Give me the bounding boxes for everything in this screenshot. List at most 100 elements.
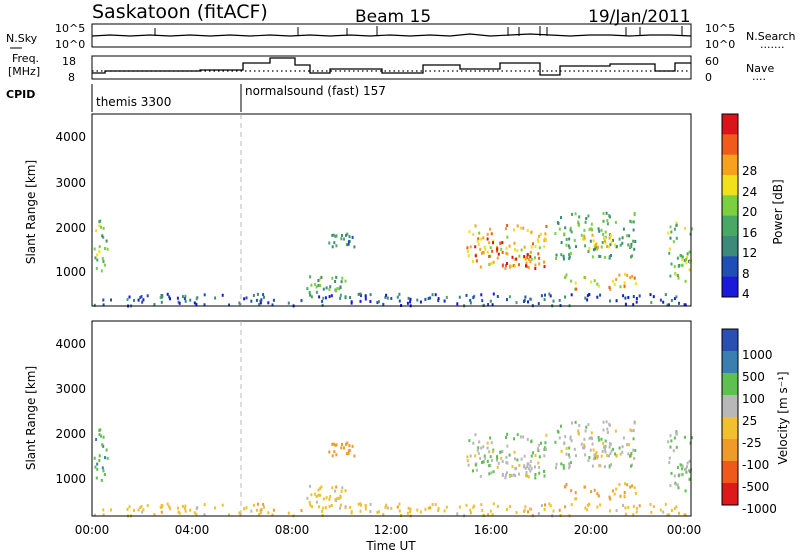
velocity-scatter-cell <box>443 509 446 513</box>
power-scatter-cell <box>622 227 625 231</box>
velocity-scatter-cell <box>195 512 198 516</box>
velocity-scatter-cell <box>628 443 631 447</box>
velocity-scatter-cell <box>675 430 678 434</box>
power-scatter-cell <box>669 225 672 229</box>
velocity-scatter-cell <box>684 435 686 439</box>
power-scatter-cell <box>524 257 527 261</box>
velocity-scatter-cell <box>306 496 309 500</box>
power-scatter-cell <box>424 297 427 301</box>
power-scatter-cell <box>520 248 523 252</box>
power-scatter-cell <box>340 237 343 241</box>
power-scatter-cell <box>384 295 387 299</box>
power-scatter-cell <box>407 296 410 300</box>
power-scatter-cell <box>560 216 562 220</box>
velocity-scatter-cell <box>629 428 632 432</box>
velocity-scatter-cell <box>525 473 527 477</box>
velocity-scatter-cell <box>100 478 103 482</box>
freq-right-tick-top: 60 <box>705 55 719 68</box>
velocity-scatter-cell <box>664 502 667 506</box>
velocity-scatter-cell <box>159 505 162 509</box>
power-scatter-cell <box>544 232 547 236</box>
velocity-scatter-cell <box>558 508 561 512</box>
power-scatter-cell <box>527 265 530 269</box>
power-scatter-cell <box>681 255 684 259</box>
power-scatter-cell <box>322 287 325 291</box>
power-scatter-cell <box>330 294 333 298</box>
velocity-scatter-cell <box>529 507 532 511</box>
power-panel-frame <box>91 113 692 307</box>
power-scatter-cell <box>486 232 489 236</box>
power-scatter-cell <box>341 234 343 237</box>
power-scatter-cell <box>527 258 530 261</box>
velocity-scatter-cell <box>377 510 380 514</box>
velocity-scatter-cell <box>486 441 489 445</box>
velocity-scatter-cell <box>600 454 603 458</box>
velocity-scatter-cell <box>486 459 489 463</box>
velocity-scatter-cell <box>570 503 573 507</box>
power-scatter-cell <box>245 296 248 300</box>
power-scatter-cell <box>141 300 144 304</box>
velocity-scatter-cell <box>513 450 516 454</box>
velocity-scatter-cell <box>96 467 99 471</box>
power-scatter-cell <box>513 241 516 245</box>
velocity-scatter-cell <box>675 432 678 436</box>
velocity-scatter-cell <box>569 461 572 465</box>
velocity-scatter-cell <box>513 437 515 441</box>
power-scatter-cell <box>631 254 634 258</box>
velocity-scatter-cell <box>534 476 537 480</box>
power-scatter-cell <box>516 249 519 253</box>
power-scatter-cell <box>100 225 102 229</box>
power-scatter-layer <box>93 211 693 308</box>
velocity-scatter-cell <box>602 441 605 445</box>
power-scatter-cell <box>317 279 320 282</box>
power-scatter-cell <box>530 230 533 234</box>
velocity-scatter-cell <box>568 466 571 470</box>
velocity-scatter-cell <box>93 513 96 517</box>
velocity-colorbar: 1000 500 100 25 -25 -100 -500 -1000 Velo… <box>721 328 790 516</box>
freq-label: Freq. <box>12 52 39 65</box>
velocity-scatter-cell <box>335 499 338 503</box>
velocity-scatter-cell <box>512 473 515 477</box>
power-scatter-cell <box>176 296 179 300</box>
velocity-scatter-cell <box>569 435 572 439</box>
power-scatter-cell <box>142 298 145 302</box>
velocity-scatter-cell <box>160 510 163 514</box>
velocity-scatter-cell <box>514 457 516 461</box>
velocity-scatter-cell <box>239 513 242 517</box>
power-scatter-cell <box>492 241 494 245</box>
power-scatter-cell <box>560 253 563 257</box>
power-scatter-cell <box>592 239 595 243</box>
velocity-scatter-cell <box>577 432 580 436</box>
power-scatter-cell <box>469 245 472 249</box>
velocity-scatter-cell <box>662 510 665 514</box>
power-scatter-cell <box>339 293 342 297</box>
power-scatter-cell <box>93 303 96 307</box>
velocity-scatter-cell <box>263 505 265 509</box>
power-scatter-cell <box>685 261 688 265</box>
power-scatter-cell <box>614 220 617 224</box>
velocity-scatter-cell <box>482 513 485 517</box>
power-scatter-cell <box>104 247 106 250</box>
velocity-scatter-cell <box>599 464 602 468</box>
power-scatter-cell <box>523 300 525 303</box>
velocity-scatter-cell <box>619 494 622 498</box>
power-scatter-cell <box>626 234 629 238</box>
power-scatter-cell <box>571 212 573 216</box>
power-scatter-cell <box>101 257 104 261</box>
power-scatter-cell <box>621 241 624 245</box>
velocity-scatter-cell <box>466 459 469 463</box>
velocity-scatter-cell <box>583 485 586 489</box>
power-scatter-cell <box>599 255 602 258</box>
power-scatter-cell <box>195 302 198 306</box>
power-scatter-cell <box>543 298 546 302</box>
velocity-scatter-cell <box>529 460 532 463</box>
power-scatter-cell <box>99 219 102 223</box>
power-scatter-cell <box>562 257 565 261</box>
xtick-1200: 12:00 <box>374 523 409 537</box>
power-scatter-cell <box>615 245 618 248</box>
velocity-scatter-cell <box>338 496 341 500</box>
velocity-scatter-cell <box>490 441 493 445</box>
velocity-scatter-cell <box>608 422 611 426</box>
velocity-scatter-cell <box>568 446 571 450</box>
velocity-scatter-cell <box>669 484 672 488</box>
